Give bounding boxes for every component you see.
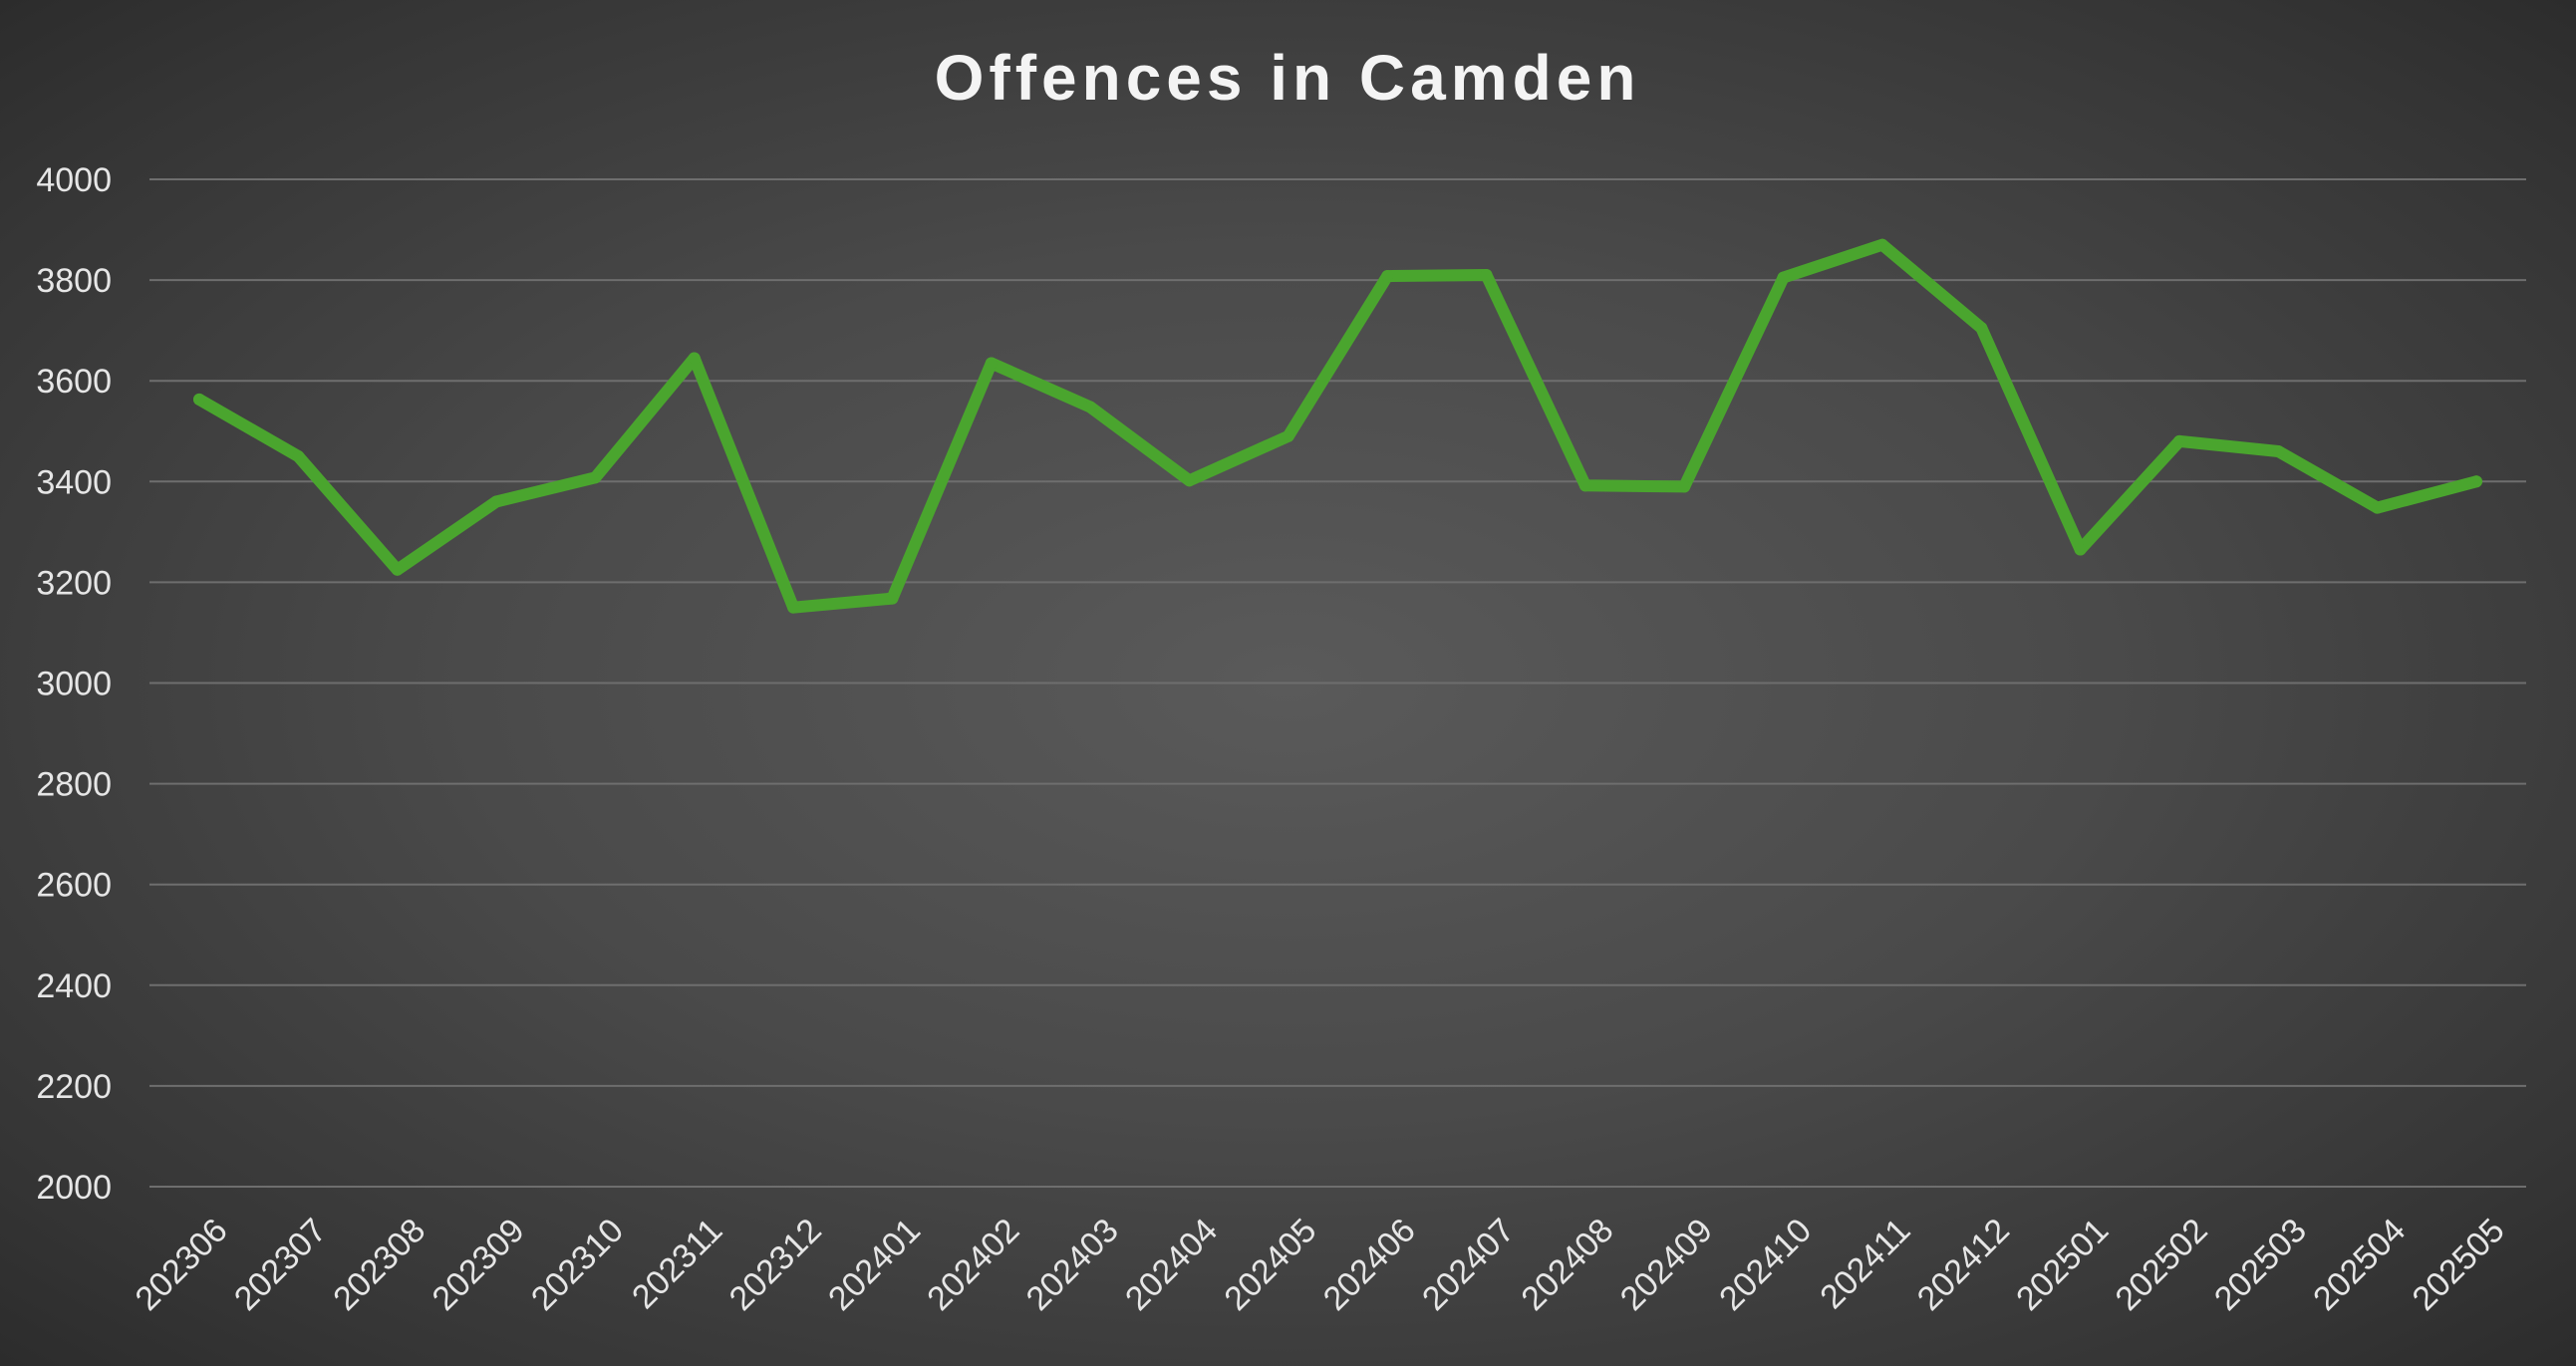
data-point	[787, 601, 800, 614]
data-point	[1975, 322, 1988, 335]
data-point	[391, 563, 404, 576]
x-tick-label: 202311	[625, 1212, 729, 1316]
series-layer	[193, 238, 2482, 614]
data-point	[490, 495, 503, 508]
data-point	[2172, 434, 2185, 447]
x-tick-label: 202411	[1813, 1212, 1917, 1316]
x-tick-label: 202505	[2406, 1212, 2512, 1318]
y-tick-label: 3800	[36, 262, 112, 300]
data-point	[1381, 270, 1394, 283]
x-tick-label: 202409	[1613, 1212, 1720, 1318]
y-tick-label: 3000	[36, 666, 112, 703]
data-point	[1084, 401, 1097, 413]
data-point	[2371, 501, 2384, 514]
x-tick-label: 202402	[920, 1212, 1026, 1318]
data-point	[886, 592, 899, 605]
x-tick-label: 202405	[1217, 1212, 1323, 1318]
data-point	[1480, 269, 1493, 282]
y-tick-label: 2600	[36, 867, 112, 905]
x-axis: 2023062023072023082023092023102023112023…	[129, 1212, 2512, 1318]
gridlines	[149, 178, 2526, 1188]
data-point	[2074, 543, 2087, 556]
data-point	[1777, 271, 1790, 284]
y-tick-label: 2000	[36, 1169, 112, 1207]
x-tick-label: 202502	[2109, 1212, 2215, 1318]
data-point	[589, 471, 602, 484]
y-tick-label: 3200	[36, 564, 112, 602]
x-tick-label: 202407	[1415, 1212, 1522, 1318]
series-line	[193, 238, 2482, 614]
x-tick-label: 202309	[426, 1212, 532, 1318]
x-tick-label: 202404	[1118, 1212, 1225, 1318]
x-tick-label: 202312	[722, 1212, 829, 1318]
x-tick-label: 202410	[1712, 1212, 1819, 1318]
data-point	[2470, 475, 2482, 488]
y-tick-label: 3400	[36, 463, 112, 501]
data-point	[2272, 444, 2285, 457]
x-tick-label: 202501	[2009, 1212, 2116, 1318]
x-tick-label: 202401	[821, 1212, 928, 1318]
y-tick-label: 2800	[36, 766, 112, 804]
x-tick-label: 202503	[2207, 1212, 2314, 1318]
x-tick-label: 202504	[2306, 1212, 2413, 1318]
data-point	[1183, 474, 1196, 487]
x-tick-label: 202412	[1910, 1212, 2017, 1318]
y-tick-label: 2200	[36, 1068, 112, 1106]
x-tick-label: 202307	[227, 1212, 334, 1318]
data-point	[1678, 480, 1691, 493]
y-tick-label: 3600	[36, 363, 112, 401]
data-point	[292, 450, 305, 463]
data-point	[688, 352, 701, 365]
x-tick-label: 202308	[326, 1212, 432, 1318]
x-tick-label: 202406	[1316, 1212, 1423, 1318]
data-point	[193, 393, 205, 406]
y-axis: 2000 2200 2400 2600 2800 3000 3200 3400 3600 3800…	[36, 161, 112, 1207]
data-point	[985, 357, 998, 370]
y-tick-label: 2400	[36, 967, 112, 1005]
data-point	[1578, 479, 1591, 492]
chart-title: Offences in Camden	[935, 42, 1641, 114]
x-tick-label: 202306	[129, 1212, 235, 1318]
x-tick-label: 202310	[524, 1212, 631, 1318]
data-point	[1282, 429, 1294, 442]
y-tick-label: 4000	[36, 161, 112, 199]
x-tick-label: 202403	[1019, 1212, 1126, 1318]
data-point	[1875, 238, 1888, 251]
x-tick-label: 202408	[1514, 1212, 1620, 1318]
